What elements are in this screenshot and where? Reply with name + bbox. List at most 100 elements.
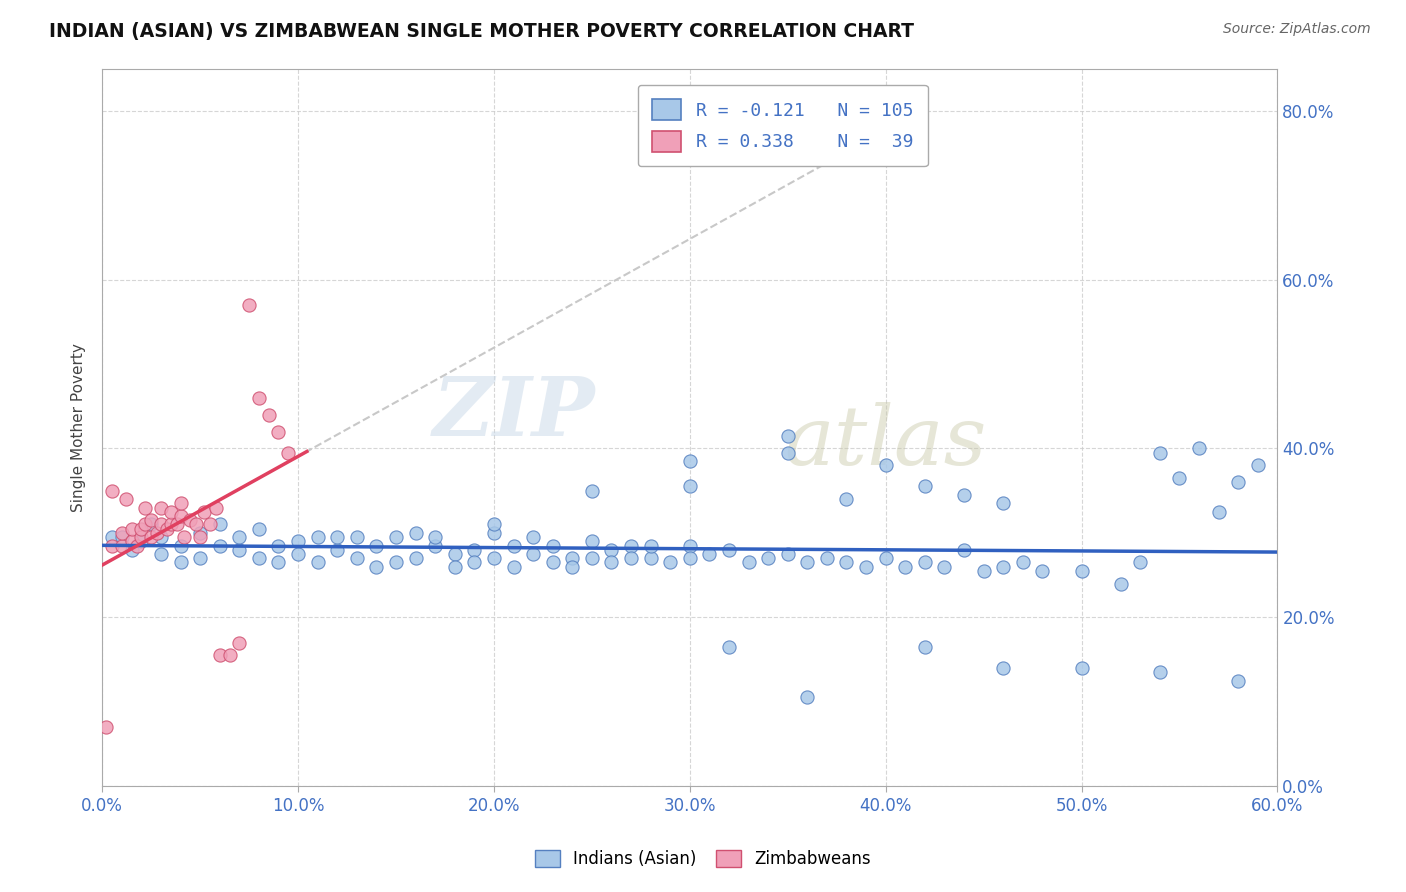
Point xyxy=(149,547,172,561)
Point xyxy=(405,525,427,540)
Point xyxy=(482,517,505,532)
Point xyxy=(737,556,759,570)
Point xyxy=(208,517,231,532)
Point xyxy=(482,525,505,540)
Point xyxy=(141,513,163,527)
Point xyxy=(149,500,172,515)
Point xyxy=(1168,471,1191,485)
Point xyxy=(267,556,290,570)
Point xyxy=(561,559,583,574)
Point xyxy=(326,530,349,544)
Point xyxy=(198,517,221,532)
Point xyxy=(620,551,643,566)
Point xyxy=(835,492,858,507)
Point xyxy=(257,408,280,422)
Point xyxy=(307,556,329,570)
Point xyxy=(111,539,134,553)
Text: INDIAN (ASIAN) VS ZIMBABWEAN SINGLE MOTHER POVERTY CORRELATION CHART: INDIAN (ASIAN) VS ZIMBABWEAN SINGLE MOTH… xyxy=(49,22,914,41)
Point xyxy=(267,425,290,439)
Point xyxy=(101,539,124,553)
Point xyxy=(1227,475,1250,490)
Point xyxy=(134,517,156,532)
Point xyxy=(776,445,799,459)
Point xyxy=(1247,458,1270,473)
Point xyxy=(796,556,818,570)
Point xyxy=(131,522,153,536)
Point xyxy=(894,559,917,574)
Point xyxy=(111,530,134,544)
Point xyxy=(875,551,897,566)
Point xyxy=(502,559,524,574)
Point xyxy=(173,530,195,544)
Point xyxy=(228,635,250,649)
Point xyxy=(855,559,877,574)
Point xyxy=(247,391,270,405)
Point xyxy=(186,517,208,532)
Point xyxy=(114,492,136,507)
Point xyxy=(541,539,564,553)
Point xyxy=(914,556,936,570)
Point xyxy=(581,483,603,498)
Point xyxy=(561,551,583,566)
Point xyxy=(482,551,505,566)
Point xyxy=(247,522,270,536)
Legend: R = -0.121   N = 105, R = 0.338    N =  39: R = -0.121 N = 105, R = 0.338 N = 39 xyxy=(638,85,928,166)
Point xyxy=(277,445,299,459)
Point xyxy=(159,517,181,532)
Point xyxy=(169,496,191,510)
Point xyxy=(522,530,544,544)
Point xyxy=(366,539,388,553)
Point xyxy=(973,564,995,578)
Point xyxy=(204,500,226,515)
Point xyxy=(953,542,976,557)
Point xyxy=(101,483,124,498)
Point xyxy=(94,720,117,734)
Point xyxy=(121,522,143,536)
Point xyxy=(208,539,231,553)
Point xyxy=(169,508,191,523)
Point xyxy=(166,517,188,532)
Point xyxy=(188,530,211,544)
Point xyxy=(1011,556,1033,570)
Point xyxy=(699,547,721,561)
Text: Source: ZipAtlas.com: Source: ZipAtlas.com xyxy=(1223,22,1371,37)
Point xyxy=(307,530,329,544)
Point xyxy=(1109,576,1132,591)
Point xyxy=(169,539,191,553)
Point xyxy=(425,530,447,544)
Point xyxy=(1188,442,1211,456)
Point xyxy=(169,556,191,570)
Point xyxy=(581,551,603,566)
Point xyxy=(953,488,976,502)
Point xyxy=(914,479,936,493)
Point xyxy=(443,547,465,561)
Point xyxy=(121,534,143,549)
Point xyxy=(149,517,172,532)
Point xyxy=(131,530,153,544)
Text: ZIP: ZIP xyxy=(433,373,596,453)
Point xyxy=(756,551,779,566)
Point xyxy=(385,556,408,570)
Point xyxy=(1227,673,1250,688)
Point xyxy=(111,525,134,540)
Point xyxy=(934,559,956,574)
Point xyxy=(993,661,1015,675)
Point xyxy=(159,505,181,519)
Point xyxy=(121,542,143,557)
Point xyxy=(238,298,260,312)
Point xyxy=(1149,665,1171,680)
Point xyxy=(914,640,936,654)
Point xyxy=(134,500,156,515)
Point xyxy=(326,542,349,557)
Point xyxy=(405,551,427,566)
Point xyxy=(679,454,702,468)
Point xyxy=(193,505,215,519)
Y-axis label: Single Mother Poverty: Single Mother Poverty xyxy=(72,343,86,512)
Point xyxy=(267,539,290,553)
Point xyxy=(287,547,309,561)
Point xyxy=(640,539,662,553)
Point xyxy=(993,559,1015,574)
Point xyxy=(179,513,201,527)
Point xyxy=(131,534,153,549)
Point xyxy=(679,539,702,553)
